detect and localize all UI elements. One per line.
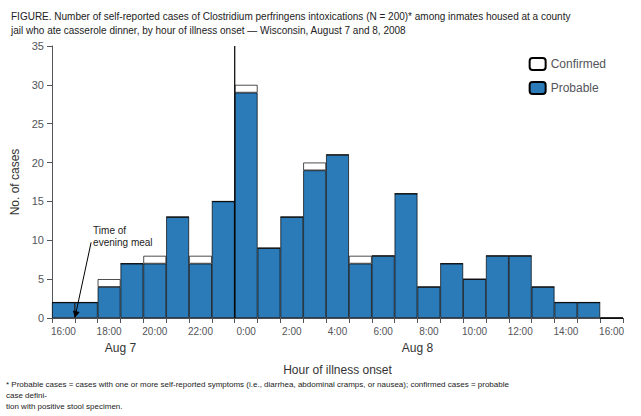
svg-text:16:00: 16:00 bbox=[51, 326, 76, 337]
svg-text:4:00: 4:00 bbox=[328, 326, 348, 337]
svg-text:18:00: 18:00 bbox=[97, 326, 122, 337]
svg-text:20:00: 20:00 bbox=[142, 326, 167, 337]
svg-text:0: 0 bbox=[38, 312, 44, 324]
svg-text:10:00: 10:00 bbox=[462, 326, 487, 337]
svg-text:2:00: 2:00 bbox=[282, 326, 302, 337]
svg-text:8:00: 8:00 bbox=[419, 326, 439, 337]
svg-text:jail who ate casserole dinner,: jail who ate casserole dinner, by hour o… bbox=[10, 25, 406, 36]
svg-text:0:00: 0:00 bbox=[236, 326, 256, 337]
svg-text:15: 15 bbox=[32, 195, 44, 207]
svg-text:10: 10 bbox=[32, 234, 44, 246]
svg-text:Probable: Probable bbox=[551, 81, 599, 95]
svg-text:evening meal: evening meal bbox=[93, 237, 152, 248]
svg-text:16:00: 16:00 bbox=[599, 326, 624, 337]
svg-text:* Probable cases = cases with: * Probable cases = cases with one or mor… bbox=[6, 380, 511, 389]
svg-text:25: 25 bbox=[32, 118, 44, 130]
svg-text:14:00: 14:00 bbox=[553, 326, 578, 337]
svg-text:Aug 7: Aug 7 bbox=[105, 341, 137, 355]
svg-text:35: 35 bbox=[32, 40, 44, 52]
svg-text:tion with positive stool speci: tion with positive stool specimen. bbox=[6, 402, 123, 411]
svg-text:30: 30 bbox=[32, 79, 44, 91]
svg-text:12:00: 12:00 bbox=[508, 326, 533, 337]
svg-text:22:00: 22:00 bbox=[188, 326, 213, 337]
svg-text:20: 20 bbox=[32, 157, 44, 169]
svg-text:Confirmed: Confirmed bbox=[551, 57, 606, 71]
svg-text:Time of: Time of bbox=[93, 225, 126, 236]
svg-text:FIGURE. Number of self-reporte: FIGURE. Number of self-reported cases of… bbox=[11, 11, 570, 22]
svg-text:Aug 8: Aug 8 bbox=[402, 341, 434, 355]
svg-text:case defini-: case defini- bbox=[6, 391, 47, 400]
svg-text:Hour of illness onset: Hour of illness onset bbox=[283, 363, 392, 377]
svg-text:6:00: 6:00 bbox=[373, 326, 393, 337]
svg-text:No. of cases: No. of cases bbox=[8, 149, 22, 216]
svg-text:5: 5 bbox=[38, 273, 44, 285]
